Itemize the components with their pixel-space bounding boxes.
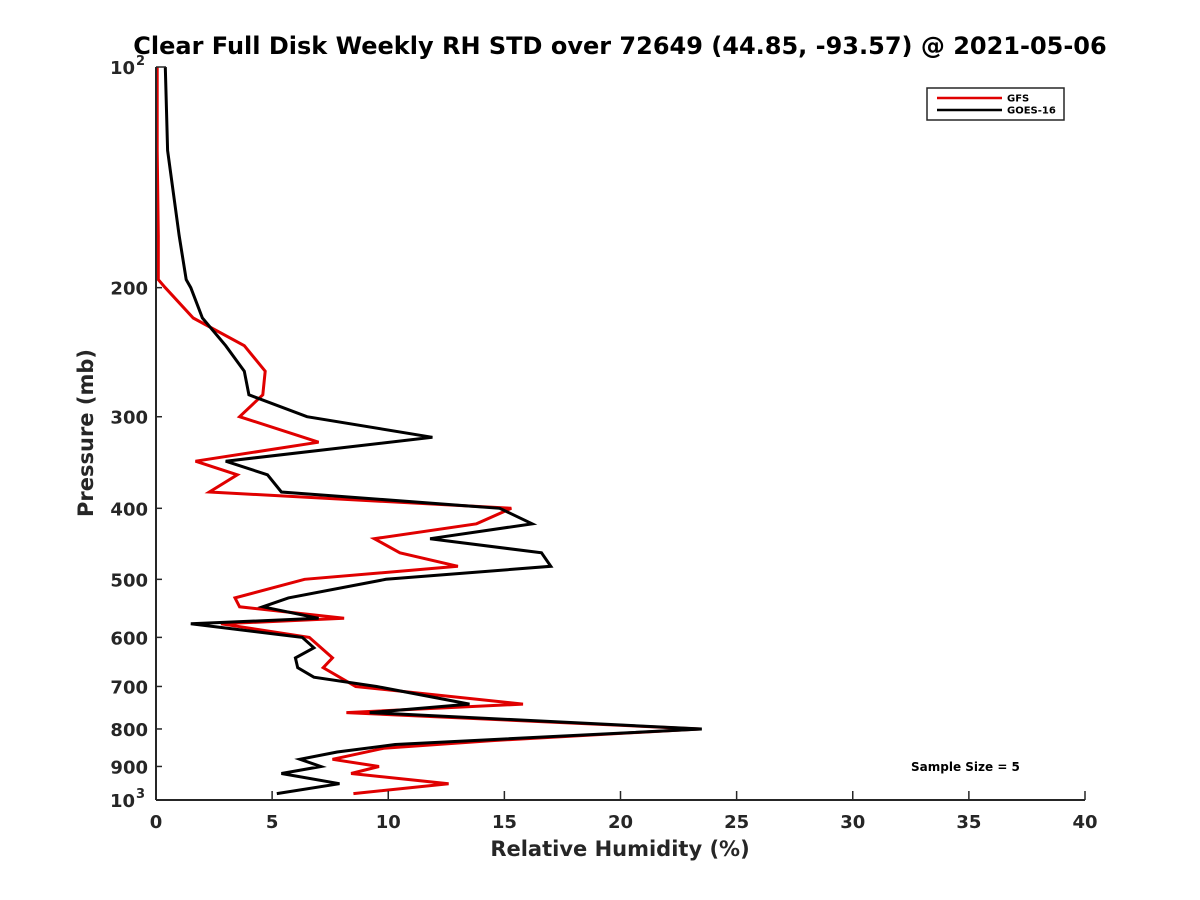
y-axis-label: Pressure (mb)	[74, 349, 98, 517]
x-axis-ticks: 0 5 10 15 20 25 30 35 40	[150, 791, 1098, 833]
y-decade-label: 10	[110, 791, 135, 812]
y-tick-label: 900	[110, 757, 148, 778]
legend-label-gfs: GFS	[1007, 94, 1029, 105]
y-tick-label: 600	[110, 628, 148, 649]
y-tick-label: 500	[110, 570, 148, 591]
x-tick-label: 40	[1072, 812, 1097, 833]
x-axis-label: Relative Humidity (%)	[490, 837, 749, 861]
y-tick-label: 800	[110, 720, 148, 741]
plot-area	[155, 66, 702, 796]
chart-title: Clear Full Disk Weekly RH STD over 72649…	[133, 32, 1106, 60]
series-line-goes16	[163, 66, 702, 796]
legend-box	[926, 87, 1065, 121]
y-tick-label: 700	[110, 677, 148, 698]
x-tick-label: 15	[492, 812, 517, 833]
y-tick-label: 400	[110, 499, 148, 520]
y-decade-exponent: 3	[136, 787, 145, 802]
sample-size-annotation: Sample Size = 5	[911, 760, 1020, 774]
legend: GFS GOES-16	[926, 87, 1065, 121]
y-tick-label: 300	[110, 408, 148, 429]
y-tick-label: 200	[110, 279, 148, 300]
x-tick-label: 20	[608, 812, 633, 833]
x-tick-label: 10	[376, 812, 401, 833]
legend-label-goes16: GOES-16	[1007, 106, 1056, 117]
x-tick-label: 30	[840, 812, 865, 833]
x-tick-label: 0	[150, 812, 163, 833]
y-decade-label: 10	[110, 58, 135, 79]
x-tick-label: 5	[266, 812, 279, 833]
y-decade-exponent: 2	[136, 54, 145, 69]
x-tick-label: 25	[724, 812, 749, 833]
x-tick-label: 35	[956, 812, 981, 833]
